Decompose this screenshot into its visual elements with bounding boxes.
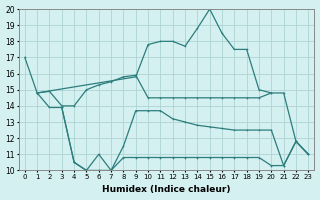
X-axis label: Humidex (Indice chaleur): Humidex (Indice chaleur)	[102, 185, 231, 194]
